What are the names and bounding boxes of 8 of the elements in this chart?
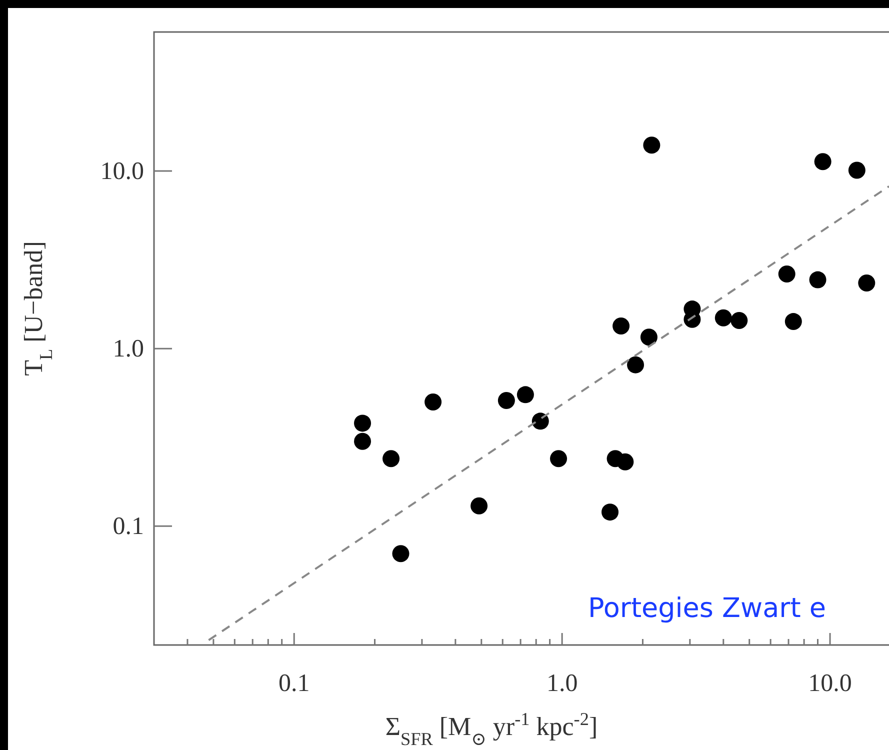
text: Σ$_{SFR}$ [M$_{⊙}$ yr$^{-1}$ kpc$^{-2}$] [385, 709, 598, 749]
x-tick-label: 10.0 [808, 670, 852, 697]
annotation: Portegies Zwart e [588, 593, 826, 624]
x-tick-label: 0.1 [278, 670, 310, 697]
y-tick-label: 10.0 [100, 158, 144, 186]
x-tick-label: 1.0 [546, 670, 578, 697]
y-tick-label: 1.0 [112, 336, 144, 363]
y-tick-label: 0.1 [112, 513, 144, 540]
